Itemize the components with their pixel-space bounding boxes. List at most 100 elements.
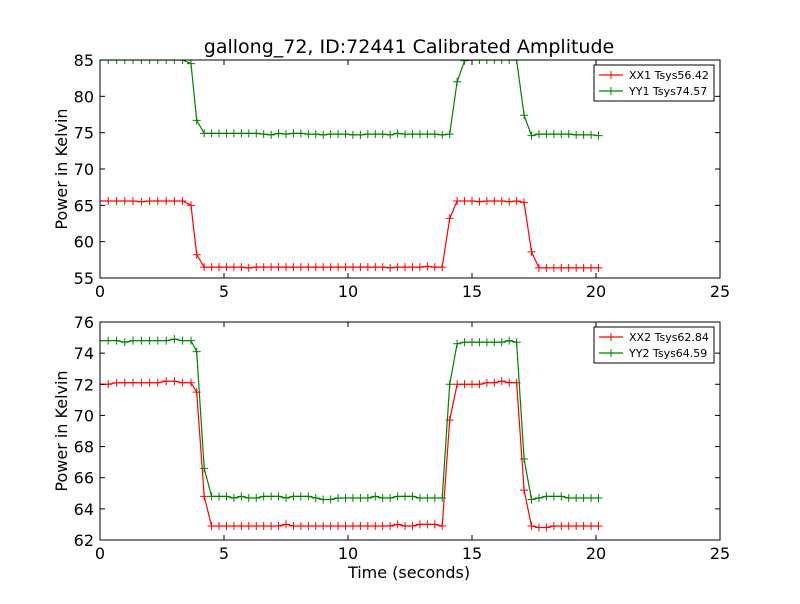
data-point-marker: [534, 130, 543, 139]
data-point-marker: [460, 338, 469, 347]
data-point-marker: [579, 493, 588, 502]
bottom-subplot: 0 5 10 15 20 25 62 64 66 68 70 72 74 76 Power in Kelvi…: [52, 313, 730, 582]
data-point-marker: [363, 521, 372, 530]
data-point-marker: [587, 130, 596, 139]
data-point-marker: [378, 521, 387, 530]
y-tick-label: 70: [74, 406, 94, 425]
data-point-marker: [112, 60, 121, 64]
data-point-marker: [215, 521, 224, 530]
data-point-marker: [564, 130, 573, 139]
data-point-marker: [319, 130, 328, 139]
data-point-marker: [445, 380, 454, 389]
data-point-marker: [112, 336, 121, 345]
data-point-marker: [408, 263, 417, 272]
x-tick-label: 15: [462, 282, 482, 301]
data-point-marker: [356, 263, 365, 272]
data-point-marker: [200, 263, 209, 272]
data-point-marker: [192, 347, 201, 356]
data-point-marker: [371, 492, 380, 501]
data-point-marker: [401, 492, 410, 501]
data-point-marker: [192, 250, 201, 259]
y-tick-label: 68: [74, 438, 94, 457]
data-point-marker: [348, 263, 357, 272]
data-point-marker: [490, 338, 499, 347]
data-point-marker: [542, 523, 551, 532]
data-point-marker: [311, 493, 320, 502]
data-point-marker: [356, 493, 365, 502]
legend-marker-0: [607, 71, 615, 79]
data-point-marker: [120, 338, 129, 347]
data-point-marker: [282, 263, 290, 272]
data-point-marker: [378, 130, 387, 139]
x-tick-label: 25: [710, 282, 730, 301]
data-point-marker: [438, 130, 447, 139]
data-point-marker: [112, 378, 121, 387]
data-point-marker: [137, 197, 146, 206]
data-point-marker: [393, 520, 402, 529]
data-point-marker: [460, 196, 469, 205]
data-point-marker: [363, 263, 372, 272]
x-tick-label: 0: [95, 544, 105, 563]
y-tick-label: 75: [74, 124, 94, 143]
data-point-marker: [304, 263, 313, 272]
data-point-marker: [104, 380, 113, 389]
data-point-marker: [187, 336, 196, 345]
data-point-marker: [430, 263, 439, 272]
data-point-marker: [512, 338, 521, 347]
data-point-marker: [104, 196, 113, 205]
data-point-marker: [274, 492, 283, 501]
data-point-marker: [557, 521, 566, 530]
legend-label-1: YY1 Tsys74.57: [628, 85, 707, 98]
data-point-marker: [145, 378, 154, 387]
data-point-marker: [311, 263, 320, 272]
data-point-marker: [542, 263, 551, 272]
x-tick-label: 25: [710, 544, 730, 563]
data-point-marker: [445, 214, 454, 223]
data-point-marker: [311, 130, 320, 139]
data-point-marker: [120, 378, 129, 387]
data-point-marker: [296, 129, 305, 138]
data-point-marker: [534, 263, 543, 272]
x-tick-label: 5: [219, 282, 229, 301]
legend-marker-1: [607, 87, 615, 95]
data-point-marker: [393, 263, 402, 272]
legend-marker-1: [607, 349, 615, 357]
data-point-marker: [423, 493, 432, 502]
data-point-marker: [564, 493, 573, 502]
data-point-marker: [267, 492, 276, 501]
data-point-marker: [162, 377, 171, 386]
data-point-marker: [549, 263, 558, 272]
data-point-marker: [497, 196, 506, 205]
data-point-marker: [170, 377, 179, 386]
data-point-marker: [311, 521, 320, 530]
data-point-marker: [363, 493, 372, 502]
data-point-marker: [468, 196, 476, 205]
data-point-marker: [460, 60, 469, 65]
data-point-marker: [356, 130, 365, 139]
legend-marker-0: [607, 333, 615, 341]
data-point-marker: [252, 521, 261, 530]
data-point-marker: [579, 521, 588, 530]
data-point-marker: [408, 130, 417, 139]
data-point-marker: [505, 60, 514, 64]
data-point-marker: [259, 521, 268, 530]
data-point-marker: [153, 196, 162, 205]
data-point-marker: [557, 263, 566, 272]
data-point-marker: [505, 336, 514, 345]
data-point-marker: [222, 521, 231, 530]
data-point-marker: [162, 60, 171, 64]
data-point-marker: [128, 378, 137, 387]
data-point-marker: [393, 129, 402, 138]
data-point-marker: [229, 521, 238, 530]
data-point-marker: [296, 492, 305, 501]
data-point-marker: [326, 521, 335, 530]
data-point-marker: [408, 521, 417, 530]
data-point-marker: [289, 129, 298, 138]
data-point-marker: [120, 196, 129, 205]
data-point-marker: [207, 492, 216, 501]
data-point-marker: [423, 130, 432, 139]
data-point-marker: [296, 263, 305, 272]
data-point-marker: [453, 196, 462, 205]
data-point-marker: [460, 380, 469, 389]
data-point-marker: [401, 130, 410, 139]
